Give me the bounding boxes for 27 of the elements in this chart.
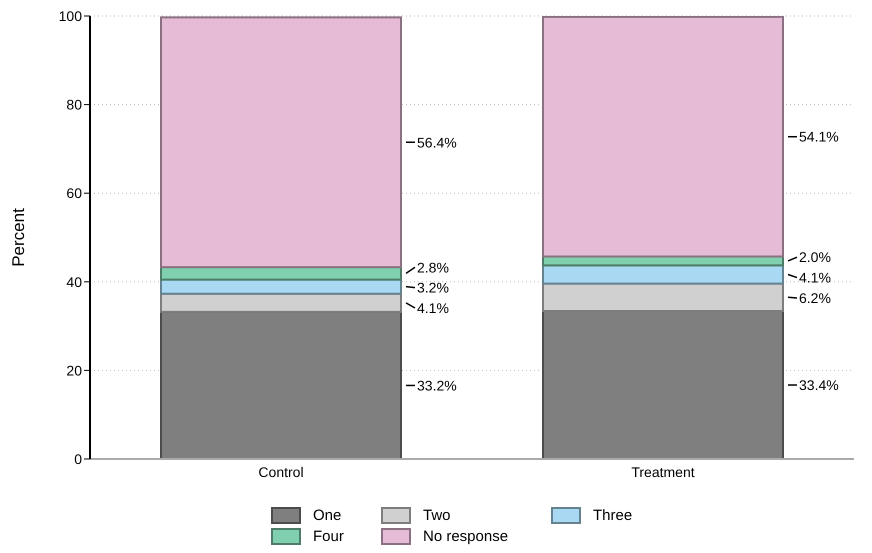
data-label: 33.2% — [417, 377, 457, 394]
data-label: 6.2% — [799, 290, 831, 306]
legend-label: No response — [423, 528, 508, 545]
x-tick-label: Control — [258, 464, 304, 480]
y-tick-label: 80 — [66, 96, 82, 113]
data-label: 2.0% — [799, 249, 831, 266]
legend-label: Three — [593, 507, 632, 524]
data-label: 54.1% — [799, 128, 839, 145]
bar — [542, 16, 784, 258]
y-tick-label: 100 — [58, 8, 82, 24]
legend-label: Two — [423, 507, 451, 524]
y-tick-label: 40 — [66, 274, 82, 290]
legend-label: One — [313, 507, 342, 524]
data-label: 33.4% — [799, 377, 839, 394]
x-tick-label: Treatment — [631, 464, 695, 480]
data-label: 4.1% — [799, 270, 831, 286]
bar — [160, 278, 402, 295]
bar — [160, 16, 402, 268]
data-label: 4.1% — [417, 300, 449, 316]
data-label: 56.4% — [417, 134, 457, 150]
y-tick-label: 20 — [66, 362, 82, 378]
data-label: 2.8% — [417, 259, 449, 276]
legend-label: Four — [313, 528, 344, 545]
y-axis-title: Percent — [9, 208, 28, 267]
y-tick-label: 60 — [66, 185, 82, 202]
y-tick-label: 0 — [74, 450, 82, 467]
data-label: 3.2% — [417, 280, 449, 296]
